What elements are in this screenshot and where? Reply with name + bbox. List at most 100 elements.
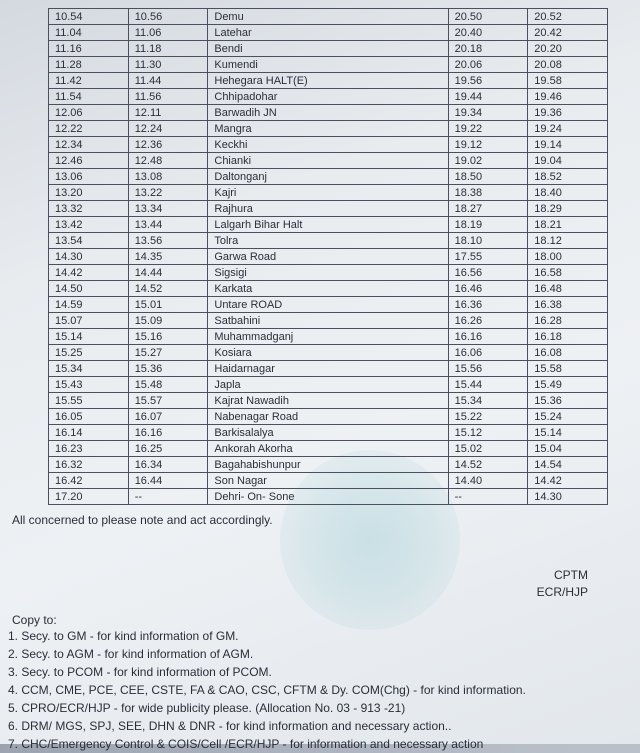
table-row: 11.1611.18Bendi20.1820.20 (49, 41, 608, 57)
time-cell: 12.34 (49, 137, 129, 153)
table-row: 12.4612.48Chianki19.0219.04 (49, 153, 608, 169)
time-cell: 19.04 (528, 153, 608, 169)
time-cell: 11.44 (128, 73, 208, 89)
table-row: 16.4216.44Son Nagar14.4014.42 (49, 473, 608, 489)
time-cell: 19.46 (528, 89, 608, 105)
copy-list-item: 5. CPRO/ECR/HJP - for wide publicity ple… (8, 699, 628, 717)
time-cell: 19.34 (448, 105, 528, 121)
time-cell: 14.54 (528, 457, 608, 473)
time-cell: 16.48 (528, 281, 608, 297)
time-cell: 15.01 (128, 297, 208, 313)
time-cell: 16.44 (128, 473, 208, 489)
time-cell: 15.34 (49, 361, 129, 377)
time-cell: 15.22 (448, 409, 528, 425)
station-name-cell: Kajrat Nawadih (208, 393, 448, 409)
time-cell: 19.14 (528, 137, 608, 153)
time-cell: 15.24 (528, 409, 608, 425)
time-cell: 19.24 (528, 121, 608, 137)
table-row: 11.4211.44Hehegara HALT(E)19.5619.58 (49, 73, 608, 89)
time-cell: 15.57 (128, 393, 208, 409)
station-name-cell: Untare ROAD (208, 297, 448, 313)
time-cell: 15.12 (448, 425, 528, 441)
time-cell: 14.52 (448, 457, 528, 473)
time-cell: 14.44 (128, 265, 208, 281)
time-cell: 16.16 (128, 425, 208, 441)
time-cell: 15.09 (128, 313, 208, 329)
time-cell: 12.24 (128, 121, 208, 137)
time-cell: 15.48 (128, 377, 208, 393)
time-cell: 13.20 (49, 185, 129, 201)
time-cell: 11.54 (49, 89, 129, 105)
station-name-cell: Satbahini (208, 313, 448, 329)
table-row: 14.5915.01Untare ROAD16.3616.38 (49, 297, 608, 313)
time-cell: 12.36 (128, 137, 208, 153)
time-cell: 16.05 (49, 409, 129, 425)
station-name-cell: Hehegara HALT(E) (208, 73, 448, 89)
time-cell: 15.58 (528, 361, 608, 377)
station-name-cell: Barwadih JN (208, 105, 448, 121)
time-cell: 16.18 (528, 329, 608, 345)
table-row: 10.5410.56Demu20.5020.52 (49, 9, 608, 25)
station-name-cell: Muhammadganj (208, 329, 448, 345)
station-name-cell: Dehri- On- Sone (208, 489, 448, 505)
time-cell: 18.38 (448, 185, 528, 201)
time-cell: 13.54 (49, 233, 129, 249)
time-cell: 18.50 (448, 169, 528, 185)
time-cell: 15.04 (528, 441, 608, 457)
time-cell: 20.18 (448, 41, 528, 57)
time-cell: 14.30 (49, 249, 129, 265)
time-cell: 11.06 (128, 25, 208, 41)
station-name-cell: Kajri (208, 185, 448, 201)
station-name-cell: Keckhi (208, 137, 448, 153)
time-cell: 15.02 (448, 441, 528, 457)
table-row: 14.3014.35Garwa Road17.5518.00 (49, 249, 608, 265)
time-cell: 11.30 (128, 57, 208, 73)
time-cell: 19.02 (448, 153, 528, 169)
time-cell: -- (128, 489, 208, 505)
station-name-cell: Kosiara (208, 345, 448, 361)
time-cell: 20.40 (448, 25, 528, 41)
station-name-cell: Bendi (208, 41, 448, 57)
time-cell: 18.19 (448, 217, 528, 233)
time-cell: 16.08 (528, 345, 608, 361)
table-row: 12.0612.11Barwadih JN19.3419.36 (49, 105, 608, 121)
station-name-cell: Demu (208, 9, 448, 25)
table-row: 15.4315.48Japla15.4415.49 (49, 377, 608, 393)
time-cell: 16.58 (528, 265, 608, 281)
time-cell: 16.42 (49, 473, 129, 489)
time-cell: 10.54 (49, 9, 129, 25)
station-name-cell: Barkisalalya (208, 425, 448, 441)
time-cell: 11.04 (49, 25, 129, 41)
time-cell: 18.21 (528, 217, 608, 233)
table-row: 15.1415.16Muhammadganj16.1616.18 (49, 329, 608, 345)
time-cell: 16.56 (448, 265, 528, 281)
time-cell: 15.14 (49, 329, 129, 345)
time-cell: 19.12 (448, 137, 528, 153)
station-name-cell: Bagahabishunpur (208, 457, 448, 473)
time-cell: 18.40 (528, 185, 608, 201)
table-row: 11.0411.06Latehar20.4020.42 (49, 25, 608, 41)
station-name-cell: Mangra (208, 121, 448, 137)
table-row: 16.0516.07Nabenagar Road15.2215.24 (49, 409, 608, 425)
time-cell: 16.46 (448, 281, 528, 297)
table-row: 16.1416.16Barkisalalya15.1215.14 (49, 425, 608, 441)
time-cell: 20.08 (528, 57, 608, 73)
time-cell: 15.34 (448, 393, 528, 409)
time-cell: 20.42 (528, 25, 608, 41)
time-cell: 16.38 (528, 297, 608, 313)
time-cell: 15.16 (128, 329, 208, 345)
time-cell: 20.20 (528, 41, 608, 57)
table-row: 13.5413.56Tolra18.1018.12 (49, 233, 608, 249)
time-cell: 15.27 (128, 345, 208, 361)
time-cell: 13.06 (49, 169, 129, 185)
time-cell: 13.56 (128, 233, 208, 249)
time-cell: 12.48 (128, 153, 208, 169)
time-cell: 12.22 (49, 121, 129, 137)
table-row: 13.0613.08Daltonganj18.5018.52 (49, 169, 608, 185)
time-cell: 14.52 (128, 281, 208, 297)
table-row: 16.2316.25Ankorah Akorha15.0215.04 (49, 441, 608, 457)
time-cell: 20.52 (528, 9, 608, 25)
time-cell: 15.43 (49, 377, 129, 393)
time-cell: 17.20 (49, 489, 129, 505)
station-name-cell: Latehar (208, 25, 448, 41)
